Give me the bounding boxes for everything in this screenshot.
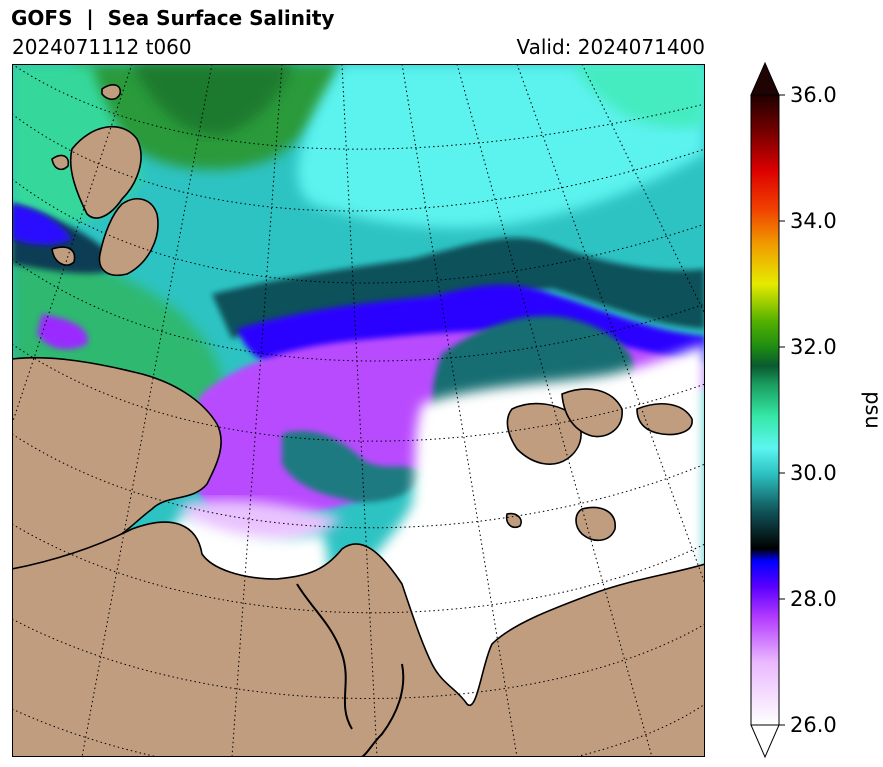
land-masses: [12, 84, 705, 757]
graticule-meridian-6: [456, 64, 653, 757]
salinity-map: [12, 64, 705, 757]
colorbar-tick-label: 30.0: [790, 461, 837, 485]
graticule-parallel-2: [12, 113, 705, 212]
graticule-meridian-3: [231, 64, 283, 757]
graticule-meridian-1: [12, 64, 133, 425]
river-ob: [296, 583, 353, 730]
landmass-island-west-small: [51, 246, 76, 266]
landmass-island-small-north: [51, 154, 70, 171]
colorbar-tick-label: 32.0: [790, 335, 837, 359]
landmass-island-novaya-south: [506, 402, 582, 465]
landmass-island-northeast: [636, 403, 693, 436]
graticule-meridian-2: [81, 64, 213, 757]
graticule-parallel-3: [12, 178, 705, 284]
colorbar-tick-label: 36.0: [790, 83, 837, 107]
graticule-meridian-4: [341, 64, 378, 757]
landmass-island-svalbard: [69, 125, 142, 219]
colorbar: 26.0 28.0 30.0 32.0 34.0 36.0 psu: [750, 61, 883, 759]
field-cyan-band: [297, 64, 705, 228]
colorbar-over-triangle: [750, 61, 780, 96]
field-darkgreen-north: [132, 64, 292, 135]
map-frame: [12, 64, 705, 757]
colorbar-under-triangle: [750, 724, 780, 759]
colorbar-ticks: 26.0 28.0 30.0 32.0 34.0 36.0: [779, 83, 837, 737]
graticule: [12, 64, 705, 757]
colorbar-gradient: [750, 94, 780, 726]
colorbar-tick-label: 28.0: [790, 587, 837, 611]
run-time-label: 2024071112 t060: [12, 35, 192, 59]
landmass-island-franz-josef: [98, 198, 159, 276]
graticule-parallel-4: [12, 258, 705, 362]
map-title: GOFS | Sea Surface Salinity: [11, 6, 335, 30]
river-yenisei: [361, 663, 405, 757]
valid-time-label: Valid: 2024071400: [516, 35, 705, 59]
field-mint-northeast: [572, 64, 705, 128]
graticule-meridian-5: [401, 64, 518, 757]
colorbar-label: psu: [861, 391, 883, 429]
graticule-meridian-8: [581, 64, 705, 315]
rivers: [296, 583, 405, 757]
colorbar-tick-label: 34.0: [790, 209, 837, 233]
field-darkteal-front: [212, 237, 705, 339]
colorbar-tick-label: 26.0: [790, 713, 837, 737]
landmass-mainland-south: [12, 521, 705, 757]
graticule-parallel-8: [12, 618, 705, 699]
graticule-parallel-5: [12, 343, 705, 442]
field-blue-west-channel: [12, 204, 72, 245]
landmass-island-severnaya: [561, 388, 623, 438]
landmass-island-laptev: [575, 506, 616, 542]
field-purple-west-bay: [37, 314, 88, 350]
landmass-island-northwest: [101, 84, 122, 101]
landmass-island-mid: [505, 512, 522, 529]
field-teal-west: [282, 430, 422, 503]
